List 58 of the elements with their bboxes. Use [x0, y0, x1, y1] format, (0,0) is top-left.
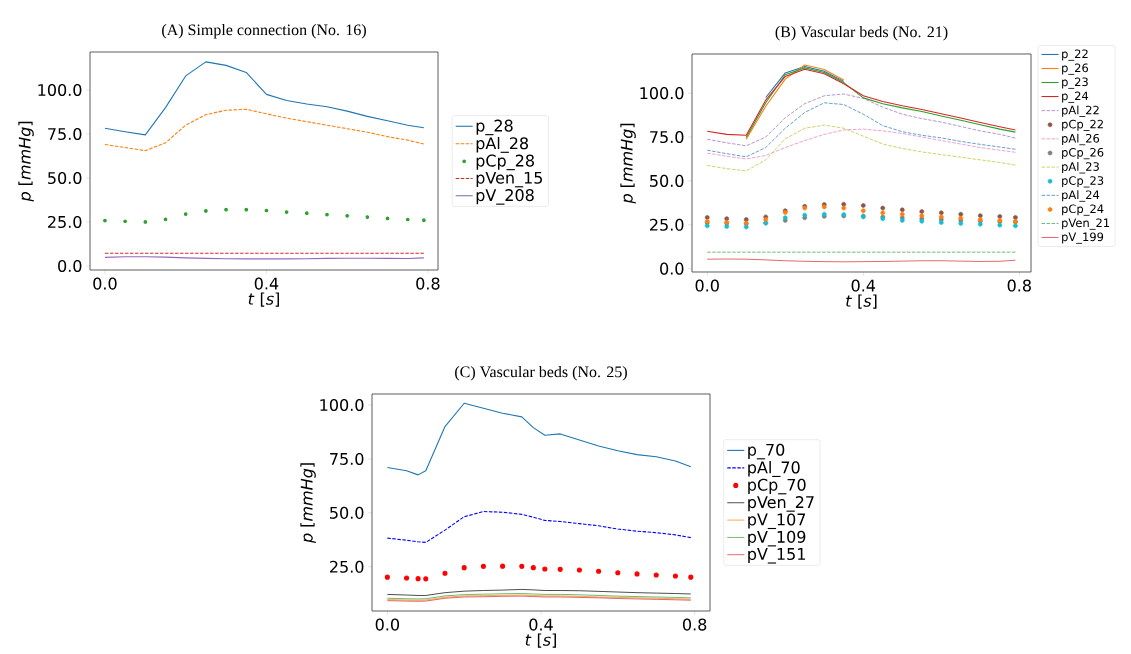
legend-label: p_24: [1062, 91, 1089, 103]
y-tick-label: 50.0: [48, 171, 82, 185]
y-tick-label: 75.0: [48, 127, 82, 141]
legend-label: p_70: [748, 443, 785, 460]
legend-label: pVen_15: [476, 171, 543, 188]
y-tick-label: 75.0: [650, 130, 684, 144]
legend-label: pCp_22: [1062, 119, 1103, 131]
y-tick-label: 100.0: [640, 87, 684, 100]
x-tick-label: 0.4: [254, 277, 279, 290]
x-tick-label: 0.0: [695, 279, 719, 292]
x-tick-label: 0.0: [375, 618, 400, 631]
y-tick-label: 25.0: [48, 215, 82, 229]
legend-label: pAl_26: [1062, 133, 1100, 146]
x-tick-label: 0.8: [682, 618, 707, 631]
y-axis-title: p [mmHg]: [300, 463, 316, 544]
legend-label: pV_208: [476, 189, 534, 205]
legend-label: pAl_23: [1062, 161, 1099, 174]
y-tick-label: 75.0: [330, 452, 364, 465]
legend-label: pCp_26: [1062, 147, 1104, 160]
x-axis-title: t [s]: [846, 294, 877, 309]
legend-label: pV_199: [1062, 232, 1104, 244]
x-tick-label: 0.8: [416, 277, 440, 290]
y-tick-label: 25.0: [330, 560, 364, 573]
x-axis-title: t [s]: [248, 292, 279, 307]
chart-title: (B) Vascular beds (No. 21): [775, 25, 948, 41]
legend-label: pVen_27: [748, 496, 814, 512]
legend-label: p_28: [476, 119, 513, 136]
legend-label: p_22: [1062, 49, 1088, 61]
legend-label: pAl_22: [1062, 105, 1099, 117]
legend-label: pAl_70: [748, 461, 800, 478]
legend-label: pAl_28: [476, 136, 529, 153]
y-axis-title: p [mmHg]: [18, 121, 34, 202]
y-tick-label: 25.0: [650, 218, 684, 231]
legend-label: pCp_23: [1062, 176, 1104, 188]
y-tick-label: 50.0: [650, 174, 684, 187]
y-tick-label: 50.0: [330, 506, 364, 519]
legend-label: p_23: [1062, 77, 1088, 89]
y-tick-label: 0.0: [58, 259, 82, 273]
x-tick-label: 0.4: [851, 279, 876, 292]
legend-label: pCp_70: [748, 478, 806, 495]
chart-title: (C) Vascular beds (No. 25): [455, 365, 627, 381]
y-axis-title: p [mmHg]: [620, 123, 636, 204]
legend-label: pCp_28: [476, 154, 534, 171]
x-axis-title: t [s]: [525, 633, 556, 648]
y-tick-label: 100.0: [320, 398, 364, 412]
legend-label: pV_107: [748, 513, 806, 530]
chart-title: (A) Simple connection (No. 16): [162, 23, 366, 39]
y-tick-label: 0.0: [660, 262, 684, 275]
legend-label: pCp_24: [1062, 204, 1104, 216]
x-tick-label: 0.8: [1007, 279, 1031, 292]
legend-label: pVen_21: [1062, 218, 1110, 230]
x-tick-label: 0.0: [93, 277, 117, 290]
legend-label: pAl_24: [1062, 190, 1100, 202]
x-tick-label: 0.4: [529, 618, 553, 631]
legend-label: p_26: [1062, 63, 1089, 75]
legend-label: pV_109: [748, 530, 806, 547]
y-tick-label: 100.0: [38, 83, 82, 97]
legend-label: pV_151: [748, 548, 805, 564]
